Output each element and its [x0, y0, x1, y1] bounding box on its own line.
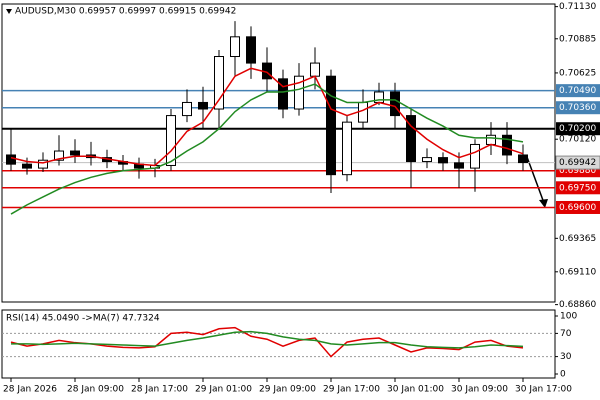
line-series: [11, 330, 524, 349]
last-price-tag: [555, 155, 600, 170]
rsi-title: RSI(14) 45.0490 ->MA(7) 47.7324: [6, 314, 160, 324]
candle-body: [198, 101, 208, 110]
level-label: 0.70200: [559, 124, 596, 134]
x-tick-label: 30 Jan 17:00: [515, 385, 572, 395]
candle-body: [342, 121, 352, 176]
y-tick-label: 70: [560, 329, 572, 339]
price-frame: [1, 3, 556, 303]
level-label: 0.70360: [559, 103, 596, 113]
candle-body: [518, 154, 528, 164]
y-tick-label: 0.71130: [559, 2, 596, 12]
candle-body: [22, 163, 32, 169]
line-series: [10, 326, 524, 358]
y-tick-label: 0.70885: [559, 34, 596, 44]
last-price-label: 0.69942: [559, 158, 596, 168]
y-tick-label: 30: [560, 352, 572, 362]
candle-body: [278, 78, 288, 110]
candle-body: [502, 134, 512, 156]
line-series: [10, 67, 524, 167]
line-series: [10, 83, 524, 215]
candle-body: [470, 143, 480, 169]
x-tick-label: 29 Jan 17:00: [323, 385, 380, 395]
x-tick-label: 29 Jan 09:00: [259, 385, 316, 395]
level-tag: [556, 181, 600, 195]
candle-body: [214, 56, 224, 110]
candle-body: [406, 115, 416, 163]
x-tick-label: 28 Jan 17:00: [131, 385, 188, 395]
candle-body: [486, 134, 496, 145]
candle-body: [70, 150, 80, 156]
level-label: 0.69750: [559, 183, 596, 193]
candle-body: [230, 36, 240, 58]
y-tick-label: 0.70625: [559, 68, 596, 78]
down-icon: [6, 9, 12, 14]
level-tag: [556, 84, 600, 98]
level-tag: [556, 101, 600, 115]
candle-body: [54, 150, 64, 161]
y-tick-label: 0.69365: [559, 234, 596, 244]
candle-body: [438, 157, 448, 164]
level-label: 0.69600: [559, 203, 596, 213]
candle-body: [358, 101, 368, 123]
y-tick-label: 0.68860: [559, 300, 596, 310]
x-tick-label: 30 Jan 09:00: [451, 385, 508, 395]
candle-body: [166, 115, 176, 166]
y-tick-label: 0: [560, 370, 566, 380]
candle-body: [326, 75, 336, 176]
x-tick-label: 29 Jan 01:00: [195, 385, 252, 395]
x-tick-label: 28 Jan 09:00: [67, 385, 124, 395]
level-tag: [556, 200, 600, 214]
x-tick-label: 30 Jan 01:00: [387, 385, 444, 395]
candle-body: [310, 62, 320, 77]
rsi-frame: [1, 309, 556, 379]
candle-body: [390, 91, 400, 117]
y-tick-label: 0.70120: [559, 135, 596, 145]
candle-body: [454, 162, 464, 169]
candle-body: [182, 101, 192, 117]
chart-title: AUDUSD,M30 0.69957 0.69997 0.69915 0.699…: [15, 7, 236, 17]
candle-body: [294, 75, 304, 110]
candle-body: [422, 157, 432, 163]
candle-body: [6, 154, 16, 165]
candle-body: [246, 36, 256, 64]
arrow-head: [539, 199, 548, 208]
x-tick-label: 28 Jan 2026: [3, 385, 57, 395]
y-tick-label: 0.69110: [559, 267, 596, 277]
level-label: 0.70490: [559, 86, 596, 96]
level-tag: [556, 122, 600, 136]
candle-body: [38, 159, 48, 169]
level-label: 0.69880: [559, 166, 596, 176]
arrow-line: [526, 156, 545, 204]
y-tick-label: 100: [560, 312, 577, 322]
